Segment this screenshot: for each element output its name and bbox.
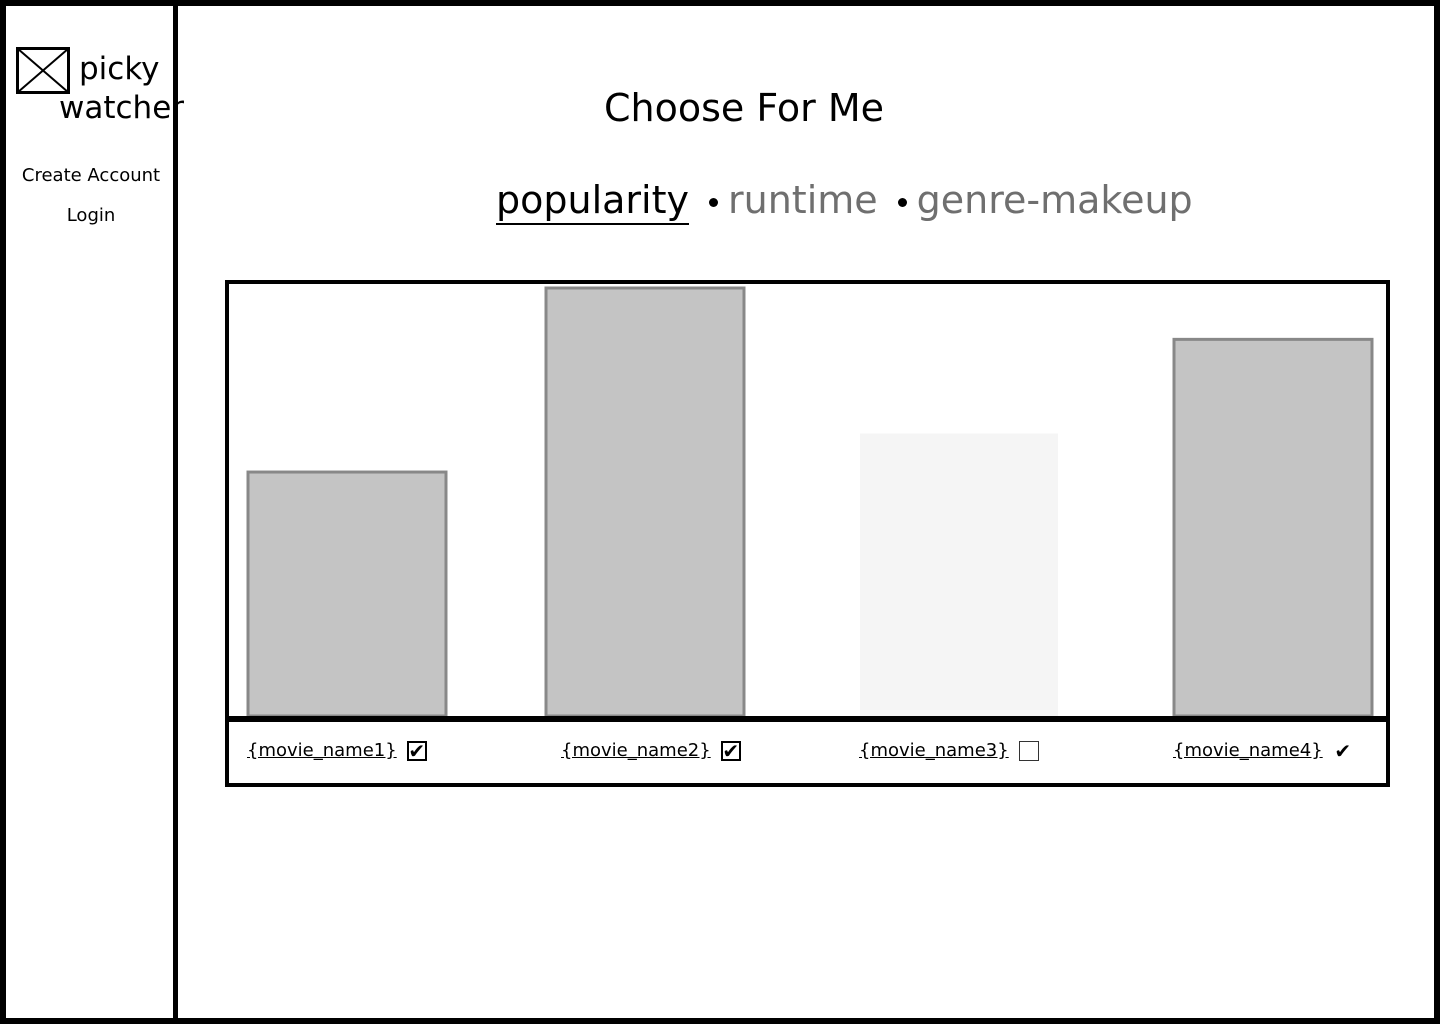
movie-label-row: {movie_name1} ✔ {movie_name2} ✔ {movie_name3… [229, 722, 1386, 783]
logo-text-line1: picky [79, 51, 160, 87]
movie-item-2: {movie_name2} ✔ [561, 740, 741, 762]
checkmark-icon: ✔ [1334, 739, 1352, 763]
movie-item-1: {movie_name1} ✔ [247, 740, 427, 762]
bar-1 [246, 470, 448, 716]
chart-baseline [229, 716, 1386, 722]
movie-name-label[interactable]: {movie_name2} [561, 740, 711, 761]
login-link[interactable]: Login [66, 205, 116, 226]
movie-item-4: {movie_name4} ✔ [1173, 740, 1353, 762]
movie-select-checkbox[interactable]: ✔ [720, 739, 741, 763]
bar-3 [860, 433, 1058, 716]
tab-separator-dot [897, 198, 907, 207]
sort-tabs: popularity runtime genre-makeup [496, 176, 1193, 228]
logo-text-line2: watcher [59, 90, 185, 126]
checkmark-icon: ✔ [722, 739, 740, 763]
movie-select-checkbox[interactable] [1018, 741, 1039, 761]
page-title: Choose For Me [604, 86, 884, 130]
movie-select-checkbox[interactable]: ✔ [406, 739, 427, 763]
bar-2 [544, 286, 746, 716]
tab-genre-makeup[interactable]: genre-makeup [916, 178, 1193, 222]
tab-runtime[interactable]: runtime [728, 178, 878, 222]
movie-select-checkbox[interactable]: ✔ [1333, 741, 1353, 761]
movie-item-3: {movie_name3} [859, 740, 1039, 762]
popularity-chart: {movie_name1} ✔ {movie_name2} ✔ {movie_name3… [225, 280, 1390, 787]
tab-popularity[interactable]: popularity [496, 177, 689, 225]
sidebar: picky watcher Create Account Login [6, 6, 184, 1018]
checkmark-icon: ✔ [408, 739, 426, 763]
bar-chart [246, 286, 1374, 716]
movie-name-label[interactable]: {movie_name4} [1173, 740, 1323, 761]
bar-4 [1172, 337, 1374, 716]
movie-name-label[interactable]: {movie_name1} [247, 740, 397, 761]
create-account-link[interactable]: Create Account [21, 165, 161, 186]
tab-separator-dot [709, 198, 718, 207]
movie-name-label[interactable]: {movie_name3} [859, 740, 1009, 761]
logo-placeholder-icon [16, 47, 70, 94]
